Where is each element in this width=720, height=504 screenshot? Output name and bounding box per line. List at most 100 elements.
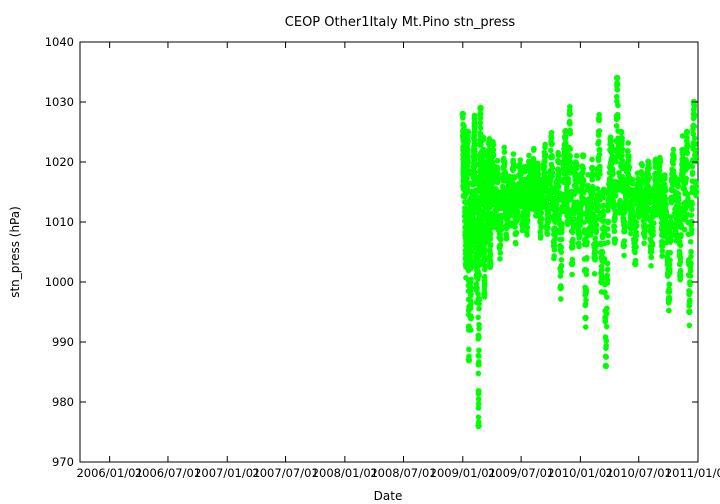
data-point xyxy=(524,232,530,238)
data-point xyxy=(601,230,608,236)
data-point xyxy=(504,224,510,231)
data-point xyxy=(535,164,541,170)
data-point xyxy=(573,153,580,159)
data-point xyxy=(565,180,572,186)
data-point xyxy=(580,165,586,172)
data-point xyxy=(567,159,574,166)
data-point xyxy=(671,156,677,162)
data-point xyxy=(468,286,474,292)
data-point xyxy=(466,346,472,353)
data-point xyxy=(650,228,656,234)
y-tick-label: 1020 xyxy=(45,155,74,169)
data-point xyxy=(597,163,603,170)
data-point xyxy=(517,157,524,163)
data-point xyxy=(592,235,598,241)
data-point xyxy=(465,133,471,140)
data-point xyxy=(567,146,574,152)
y-tick-label: 980 xyxy=(52,395,74,409)
data-point xyxy=(590,171,596,178)
data-point xyxy=(534,170,542,178)
data-point xyxy=(549,169,556,176)
data-point xyxy=(487,241,494,248)
data-point xyxy=(689,206,695,213)
data-point xyxy=(494,166,501,173)
data-point xyxy=(475,419,482,425)
data-point xyxy=(581,196,587,202)
data-point xyxy=(567,164,574,171)
data-point xyxy=(574,172,580,178)
data-point xyxy=(591,270,598,277)
data-point xyxy=(497,242,504,248)
data-point xyxy=(648,248,655,255)
data-point xyxy=(692,147,699,154)
data-point xyxy=(689,169,696,176)
data-point xyxy=(646,165,652,171)
data-point xyxy=(628,230,634,237)
data-point xyxy=(567,103,573,110)
data-point xyxy=(670,168,677,174)
data-point xyxy=(569,271,575,278)
data-point xyxy=(613,93,620,100)
data-point xyxy=(461,123,467,129)
data-point xyxy=(597,171,603,177)
data-point xyxy=(555,184,562,190)
data-point xyxy=(609,170,616,178)
x-tick-label: 2008/01/01 xyxy=(312,466,378,480)
data-point xyxy=(558,236,565,243)
data-point xyxy=(623,196,629,202)
data-point xyxy=(629,176,636,183)
data-point xyxy=(477,110,484,117)
data-point xyxy=(582,324,589,330)
data-point xyxy=(472,163,478,169)
data-point xyxy=(613,159,619,165)
data-point xyxy=(593,243,599,250)
y-tick-label: 990 xyxy=(52,335,74,349)
data-point xyxy=(639,162,646,169)
data-point xyxy=(646,161,652,167)
data-point xyxy=(559,221,565,227)
data-point xyxy=(567,153,573,160)
data-point xyxy=(688,218,695,226)
data-point xyxy=(510,151,517,157)
data-point xyxy=(511,175,518,181)
data-point xyxy=(471,112,478,119)
data-point xyxy=(478,141,484,148)
x-tick-label: 2008/07/01 xyxy=(370,466,436,480)
data-point xyxy=(493,210,499,217)
data-point xyxy=(693,180,699,187)
data-point xyxy=(558,249,565,256)
data-point xyxy=(467,305,474,311)
data-point xyxy=(646,187,653,194)
data-point xyxy=(608,138,614,144)
y-tick-label: 1000 xyxy=(45,275,74,289)
data-point xyxy=(593,222,600,229)
data-point xyxy=(648,254,655,261)
data-point xyxy=(584,254,590,261)
data-point xyxy=(558,268,564,275)
data-point xyxy=(552,230,558,237)
data-point xyxy=(574,161,580,168)
data-point xyxy=(632,257,639,264)
data-point xyxy=(569,260,576,266)
data-point xyxy=(514,208,521,214)
data-point xyxy=(589,195,595,202)
data-point xyxy=(579,182,586,189)
data-point xyxy=(476,325,482,332)
data-point xyxy=(468,300,474,307)
data-point xyxy=(687,281,693,288)
data-point xyxy=(468,248,475,255)
data-point xyxy=(558,296,564,302)
data-point xyxy=(626,164,633,171)
data-point xyxy=(604,280,611,286)
data-point xyxy=(548,129,555,136)
data-point xyxy=(667,237,674,243)
x-tick-label: 2006/01/01 xyxy=(76,466,142,480)
data-point xyxy=(639,179,646,186)
data-point xyxy=(662,176,668,182)
data-point xyxy=(558,244,565,251)
data-point xyxy=(544,231,551,237)
data-point xyxy=(678,231,684,238)
data-point xyxy=(656,167,663,174)
data-point xyxy=(590,186,596,193)
data-point xyxy=(466,357,472,364)
